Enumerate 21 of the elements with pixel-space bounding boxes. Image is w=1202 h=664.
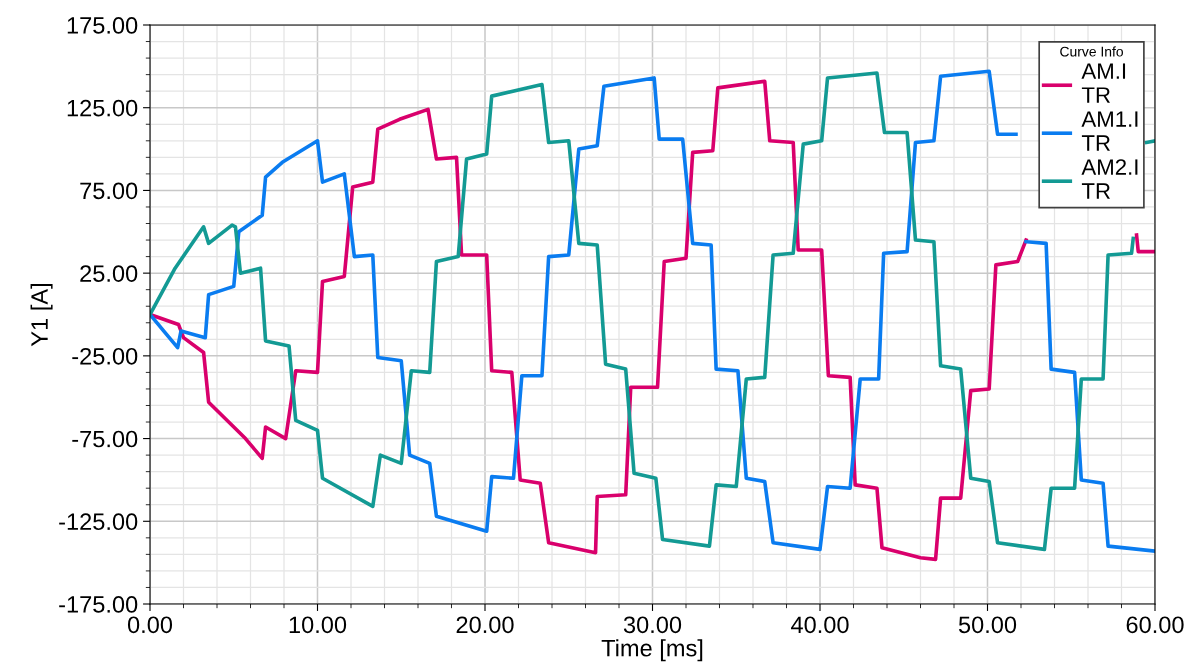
x-tick-label: 10.00 [289, 616, 347, 634]
x-tick-label: 50.00 [958, 616, 1017, 634]
y-tick-label: 25.00 [80, 265, 138, 282]
y-tick-label: -175.00 [59, 596, 138, 613]
y-tick-label: -25.00 [72, 347, 138, 365]
x-axis-title: Time [ms] [601, 639, 703, 662]
legend-label: AM.I TR [1081, 63, 1126, 103]
x-tick-label: 60.00 [1126, 616, 1184, 634]
x-tick-label: 0.00 [127, 616, 173, 634]
x-tick-label: 20.00 [456, 616, 514, 634]
legend-title: Curve Info [1060, 46, 1123, 57]
y-tick-label: 175.00 [67, 17, 138, 34]
x-tick-label: 40.00 [791, 616, 849, 634]
legend-label: AM2.I TR [1081, 159, 1138, 199]
y-tick-label: -125.00 [59, 513, 138, 531]
x-tick-label: 30.00 [623, 616, 682, 634]
y-tick-label: -75.00 [72, 430, 138, 448]
y-axis-title: Y1 [A] [30, 284, 53, 347]
legend-label: AM1.I TR [1081, 111, 1138, 151]
y-tick-label: 125.00 [67, 99, 138, 117]
y-tick-label: 75.00 [80, 182, 138, 200]
